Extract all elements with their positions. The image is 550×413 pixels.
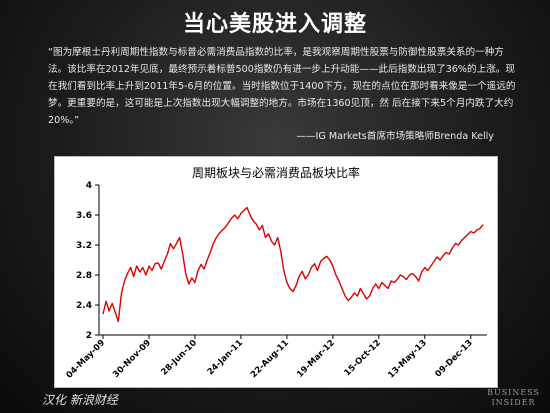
x-tick-label: 04-May-09 bbox=[65, 338, 108, 381]
x-tick-label: 15-Oct-12 bbox=[343, 338, 383, 378]
y-tick-label: 3.2 bbox=[76, 241, 92, 251]
quote-text: “图为摩根士丹利周期性指数与标普必需消费品指数的比率，是我观察周期性股票与防御性… bbox=[48, 47, 516, 126]
series-line bbox=[102, 206, 484, 323]
chart-title: 周期板块与必需消费品板块比率 bbox=[192, 165, 360, 180]
business-insider-logo: BUSINESS INSIDER bbox=[487, 388, 540, 408]
ratio-line-chart: 周期板块与必需消费品板块比率 2 2.4 2.8 3.2 3.6 4 04-May-09 30… bbox=[65, 165, 487, 381]
x-tick-label: 22-Aug-11 bbox=[249, 338, 291, 380]
y-tick-label: 2.4 bbox=[76, 301, 92, 311]
y-tick-label: 3.6 bbox=[76, 211, 92, 221]
logo-line-1: BUSINESS bbox=[487, 388, 540, 397]
logo-line-2: INSIDER bbox=[491, 398, 536, 407]
headline: 当心美股进入调整 bbox=[182, 12, 367, 37]
x-tick-label: 28-Jun-10 bbox=[159, 338, 199, 378]
x-tick-label: 30-Nov-09 bbox=[111, 338, 153, 380]
x-tick-label: 24-Jan-11 bbox=[206, 338, 245, 377]
footer-source: 汉化 新浪财经 bbox=[42, 393, 118, 407]
y-tick-label: 2 bbox=[86, 331, 92, 341]
x-tick-label: 09-Dec-13 bbox=[433, 338, 474, 379]
chart-panel: 周期板块与必需消费品板块比率 2 2.4 2.8 3.2 3.6 4 04-May-09 30… bbox=[54, 156, 498, 388]
y-tick-label: 4 bbox=[86, 181, 92, 191]
x-tick-label: 13-May-13 bbox=[386, 338, 429, 381]
x-tick-label: 19-Mar-12 bbox=[295, 338, 337, 380]
y-tick-label: 2.8 bbox=[76, 271, 92, 281]
attribution: ——IG Markets首席市场策略师Brenda Kelly bbox=[296, 131, 494, 142]
